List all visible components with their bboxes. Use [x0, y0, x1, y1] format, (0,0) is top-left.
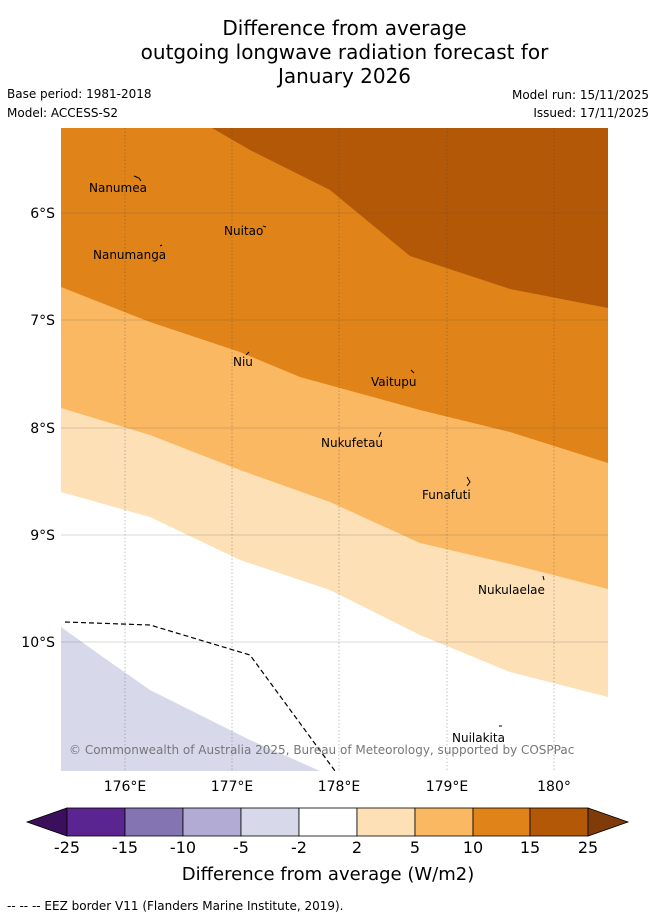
lat-tick-9s: 9°S [30, 528, 55, 544]
lon-tick-178e: 178°E [318, 779, 361, 795]
colorbar-tick-9: 15 [520, 838, 540, 857]
colorbar-bin-2 [124, 807, 184, 837]
model-name: Model: ACCESS-S2 [7, 106, 119, 120]
colorbar-tick-1: -25 [54, 838, 80, 857]
eez-legend: -- -- -- EEZ border V11 (Flanders Marine… [7, 899, 344, 913]
colorbar-extend-low [25, 807, 68, 837]
colorbar-tick-6: 2 [352, 838, 362, 857]
colorbar-extend-high [587, 807, 630, 837]
colorbar [25, 807, 630, 837]
colorbar-tick-2: -15 [112, 838, 138, 857]
colorbar-tick-5: -2 [291, 838, 307, 857]
title-line-3: January 2026 [277, 64, 412, 88]
place-nanumea: Nanumea [89, 181, 147, 195]
base-period: Base period: 1981-2018 [7, 87, 152, 101]
colorbar-bin-3 [182, 807, 242, 837]
place-nuilakita: Nuilakita [452, 731, 505, 745]
island-nukulaelae-shape [542, 575, 545, 581]
model-run: Model run: 15/11/2025 [511, 88, 649, 102]
band-15-to-25 [212, 128, 608, 308]
lon-tick-177e: 177°E [211, 779, 254, 795]
colorbar-bin-8 [472, 807, 531, 837]
lat-tick-8s: 8°S [30, 421, 55, 437]
eez-border [64, 621, 336, 771]
colorbar-tick-10: 25 [578, 838, 598, 857]
place-funafuti: Funafuti [422, 488, 471, 502]
lat-tick-7s: 7°S [30, 313, 55, 329]
lat-tick-10s: 10°S [21, 635, 55, 651]
island-funafuti-shape [466, 476, 471, 487]
lon-tick-179e: 179°E [426, 779, 469, 795]
lon-tick-176e: 176°E [104, 779, 147, 795]
band-minus5-to-minus2 [61, 627, 320, 771]
colorbar-bin-5 [298, 807, 358, 837]
colorbar-tick-4: -5 [233, 838, 249, 857]
colorbar-tick-3: -10 [170, 838, 196, 857]
colorbar-bin-6 [356, 807, 416, 837]
colorbar-bin-7 [414, 807, 474, 837]
copyright-notice: © Commonwealth of Australia 2025, Bureau… [69, 743, 574, 757]
latitude-gridlines [61, 212, 608, 643]
place-niu: Niu [233, 355, 253, 369]
lon-tick-180: 180° [537, 779, 571, 795]
lat-tick-6s: 6°S [30, 206, 55, 222]
place-nuitao: Nuitao [224, 224, 263, 238]
colorbar-tick-8: 10 [463, 838, 483, 857]
island-nanumanga-shape [159, 244, 163, 247]
place-vaitupu: Vaitupu [371, 375, 417, 389]
island-vaitupu-shape [410, 369, 415, 374]
island-nuitao-shape [262, 225, 267, 228]
place-nanumanga: Nanumanga [93, 248, 166, 262]
place-nukulaelae: Nukulaelae [478, 583, 545, 597]
colorbar-bin-4 [240, 807, 300, 837]
issued-date: Issued: 17/11/2025 [533, 106, 649, 120]
island-shapes [133, 175, 545, 727]
map-panel: Nanumea Nuitao Nanumanga Niu Vaitupu Nuk… [61, 128, 608, 771]
colorbar-bin-1 [66, 807, 126, 837]
title-line-1: Difference from average [222, 16, 467, 40]
colorbar-label: Difference from average (W/m2) [182, 864, 474, 885]
place-nukufetau: Nukufetau [321, 436, 383, 450]
title-line-2: outgoing longwave radiation forecast for [140, 40, 549, 64]
colorbar-bin-9 [529, 807, 589, 837]
colorbar-tick-7: 5 [410, 838, 420, 857]
island-niu-shape [245, 351, 250, 356]
chart-title: Difference from average outgoing longwav… [0, 16, 655, 88]
island-nanumea-shape [133, 175, 142, 182]
longitude-gridlines [124, 128, 555, 771]
island-nukufetau-shape [378, 431, 382, 438]
